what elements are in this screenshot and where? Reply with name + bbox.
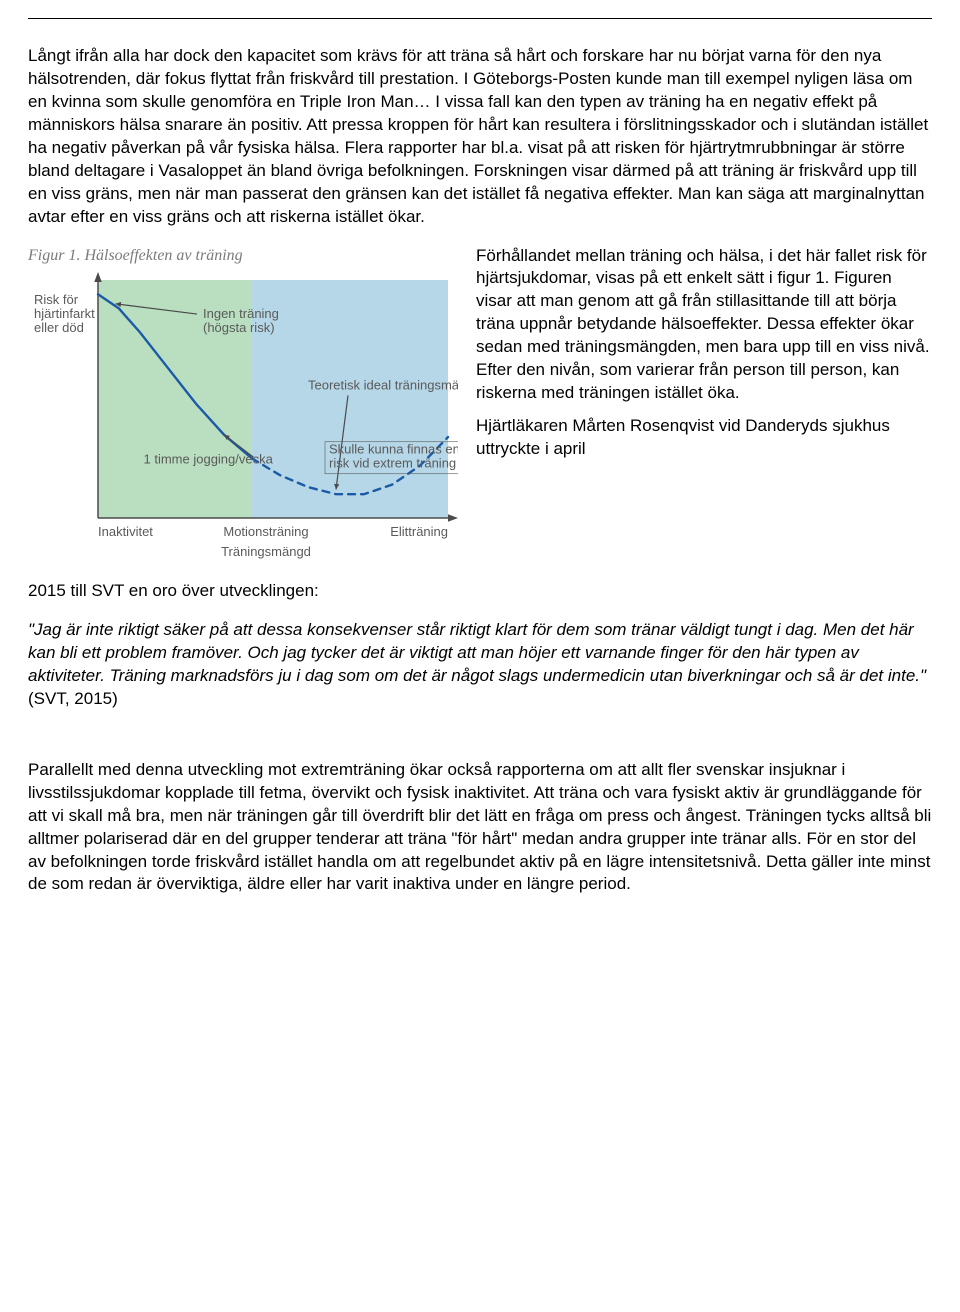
figure-side-text: Förhållandet mellan träning och hälsa, i… — [476, 245, 932, 573]
svg-text:Träningsmängd: Träningsmängd — [221, 544, 311, 559]
quote-paragraph: "Jag är inte riktigt säker på att dessa … — [28, 619, 932, 711]
quote-citation: (SVT, 2015) — [28, 689, 118, 708]
svg-text:(högsta risk): (högsta risk) — [203, 320, 275, 335]
svg-text:Motionsträning: Motionsträning — [223, 524, 308, 539]
paragraph-3: Parallellt med denna utveckling mot extr… — [28, 759, 932, 897]
svg-text:Elitträning: Elitträning — [390, 524, 448, 539]
figure-title: Figur 1. Hälsoeffekten av träning — [28, 245, 458, 267]
health-effect-chart: Risk förhjärtinfarkteller död Ingen träni… — [28, 272, 458, 572]
after-figure-line: 2015 till SVT en oro över utvecklingen: — [28, 580, 932, 603]
paragraph-1: Långt ifrån alla har dock den kapacitet … — [28, 45, 932, 229]
svg-text:Teoretisk ideal träningsmängd: Teoretisk ideal träningsmängd — [308, 378, 458, 393]
svg-text:Inaktivitet: Inaktivitet — [98, 524, 153, 539]
side-paragraph-1: Förhållandet mellan träning och hälsa, i… — [476, 245, 932, 406]
svg-text:Skulle kunna finnas en ökad: Skulle kunna finnas en ökad — [329, 442, 458, 457]
svg-text:hjärtinfarkt: hjärtinfarkt — [34, 306, 95, 321]
chart-wrap: Risk förhjärtinfarkteller död Ingen träni… — [28, 272, 458, 572]
top-rule — [28, 18, 932, 19]
svg-text:1 timme jogging/vecka: 1 timme jogging/vecka — [144, 451, 274, 466]
side-paragraph-2: Hjärtläkaren Mårten Rosenqvist vid Dande… — [476, 415, 932, 461]
svg-text:eller död: eller död — [34, 320, 84, 335]
spacer — [28, 739, 932, 759]
figure-container: Figur 1. Hälsoeffekten av träning Risk f… — [28, 245, 458, 573]
svg-text:risk vid extrem träning: risk vid extrem träning — [329, 456, 456, 471]
quote-text: "Jag är inte riktigt säker på att dessa … — [28, 620, 926, 685]
svg-text:Ingen träning: Ingen träning — [203, 306, 279, 321]
figure-text-row: Figur 1. Hälsoeffekten av träning Risk f… — [28, 245, 932, 573]
svg-text:Risk för: Risk för — [34, 292, 79, 307]
